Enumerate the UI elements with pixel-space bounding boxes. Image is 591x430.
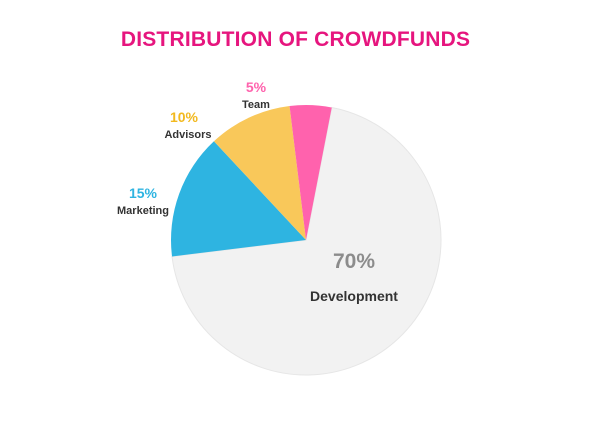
slice-name-team: Team	[242, 99, 270, 111]
slice-percent-development: 70%	[333, 250, 375, 273]
chart-title: DISTRIBUTION OF CROWDFUNDS	[120, 28, 471, 51]
pie-slice-development	[171, 106, 442, 376]
slice-percent-advisors: 10%	[170, 109, 199, 125]
slice-percent-marketing: 15%	[129, 185, 158, 201]
pie-labels: 70% Development 15% Marketing 10% Advisors 5% T…	[117, 79, 398, 304]
pie-slice-team	[289, 105, 332, 240]
pie-slice-advisors	[213, 106, 306, 240]
slice-name-marketing: Marketing	[117, 205, 169, 217]
pie-slices	[171, 105, 442, 376]
slice-name-advisors: Advisors	[164, 129, 211, 141]
slice-name-development: Development	[310, 288, 398, 304]
pie-slice-marketing	[171, 141, 306, 257]
slice-percent-team: 5%	[246, 79, 267, 95]
